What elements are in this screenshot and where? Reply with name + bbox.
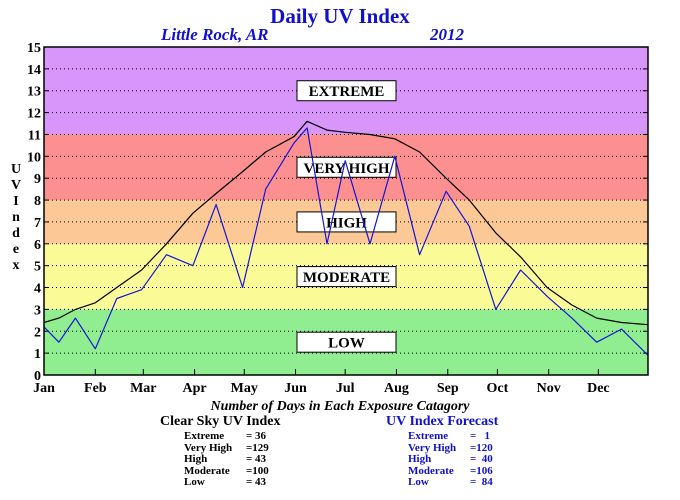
- y-tick-label: 13: [27, 85, 41, 100]
- band-label-box: [296, 80, 397, 102]
- y-tick-label: 1: [34, 347, 41, 362]
- clear-sky-row-name: Extreme: [184, 430, 225, 442]
- forecast-uv-line: [43, 127, 649, 356]
- chart-year: 2012: [430, 25, 464, 44]
- x-tick-label: Jan: [33, 381, 55, 396]
- y-tick-label: 11: [28, 128, 41, 143]
- forecast-row: Very High =120: [408, 442, 493, 454]
- chart-title: Daily UV Index: [270, 4, 410, 28]
- y-axis-label-letter: e: [12, 242, 20, 257]
- forecast-row-value: =120: [470, 441, 493, 454]
- band-label-box: [296, 211, 397, 233]
- band-label-box: [296, 266, 397, 288]
- x-tick-label: Oct: [487, 381, 509, 396]
- band-label-box: [296, 331, 397, 353]
- band-label: LOW: [328, 336, 365, 352]
- x-tick-label: Sep: [437, 381, 459, 396]
- forecast-row-name: Moderate: [408, 464, 454, 477]
- clear-sky-row: Moderate =100: [184, 465, 269, 477]
- x-tick-label: Aug: [384, 381, 409, 396]
- forecast-row-value: = 1: [470, 430, 491, 442]
- band-label: HIGH: [326, 215, 367, 231]
- x-tick-label: Nov: [537, 381, 561, 396]
- clear-sky-row-name: Very High: [184, 441, 233, 454]
- x-tick-label: Jul: [336, 381, 355, 396]
- x-tick-label: Apr: [183, 381, 207, 396]
- y-tick-label: 12: [27, 107, 41, 122]
- band-label-box: [296, 156, 397, 178]
- clear-sky-row-name: Low: [184, 476, 205, 488]
- clear-sky-row-value: = 43: [246, 453, 267, 465]
- y-tick-label: 5: [34, 260, 41, 275]
- band-label: EXTREME: [309, 84, 385, 100]
- y-tick-label: 15: [27, 41, 41, 56]
- plot-frame: [43, 46, 649, 376]
- clear-sky-row-name: Moderate: [184, 464, 230, 477]
- y-tick-label: 4: [34, 282, 41, 297]
- forecast-row-name: High: [408, 453, 432, 465]
- y-axis-label-letter: d: [12, 226, 20, 241]
- forecast-row-value: =106: [470, 464, 493, 477]
- clear-sky-row-value: = 43: [246, 476, 267, 488]
- forecast-row-name: Low: [408, 476, 429, 488]
- clear-sky-row-value: =129: [246, 441, 269, 454]
- clear-sky-row: Low = 43: [184, 476, 266, 488]
- forecast-row-name: Very High: [408, 441, 457, 454]
- y-axis-label-letter: n: [12, 210, 20, 225]
- forecast-row-value: = 84: [470, 476, 493, 488]
- chart-location: Little Rock, AR: [161, 25, 269, 44]
- band-label: MODERATE: [303, 270, 390, 286]
- forecast-row: Extreme = 1: [408, 430, 490, 442]
- clear-sky-row: Very High =129: [184, 442, 269, 454]
- clear-sky-row: Extreme = 36: [184, 430, 266, 442]
- clear-sky-row: High = 43: [184, 453, 266, 465]
- y-tick-label: 8: [34, 194, 41, 209]
- forecast-row-name: Extreme: [408, 430, 449, 442]
- x-tick-label: Jun: [284, 381, 307, 396]
- y-tick-label: 2: [34, 325, 41, 340]
- x-tick-label: Feb: [84, 381, 107, 396]
- y-tick-label: 6: [34, 238, 41, 253]
- y-axis-label-letter: V: [10, 178, 22, 193]
- forecast-row: Moderate =106: [408, 465, 493, 477]
- forecast-row: High = 40: [408, 453, 493, 465]
- y-tick-label: 0: [34, 369, 41, 384]
- band-label: VERY HIGH: [303, 161, 389, 177]
- clear-sky-title: Clear Sky UV Index: [160, 414, 281, 429]
- clear-sky-row-value: =100: [246, 464, 269, 477]
- y-tick-label: 7: [34, 216, 41, 231]
- y-axis-label-letter: x: [12, 258, 20, 273]
- clear-sky-row-value: = 36: [246, 430, 267, 442]
- y-axis-label-letter: I: [13, 194, 19, 209]
- y-tick-label: 14: [27, 63, 41, 78]
- y-axis-label-letter: U: [10, 162, 22, 177]
- clear-sky-uv-line: [43, 120, 649, 326]
- x-tick-label: Dec: [587, 381, 610, 396]
- y-tick-label: 10: [27, 150, 41, 165]
- forecast-row: Low = 84: [408, 476, 493, 488]
- summary-heading: Number of Days in Each Exposure Catagory: [210, 399, 470, 414]
- forecast-title: UV Index Forecast: [386, 414, 499, 429]
- clear-sky-row-name: High: [184, 453, 208, 465]
- x-tick-label: May: [231, 381, 258, 396]
- y-tick-label: 3: [34, 303, 41, 318]
- x-tick-label: Mar: [130, 381, 156, 396]
- y-tick-label: 9: [34, 172, 41, 187]
- forecast-row-value: = 40: [470, 453, 493, 465]
